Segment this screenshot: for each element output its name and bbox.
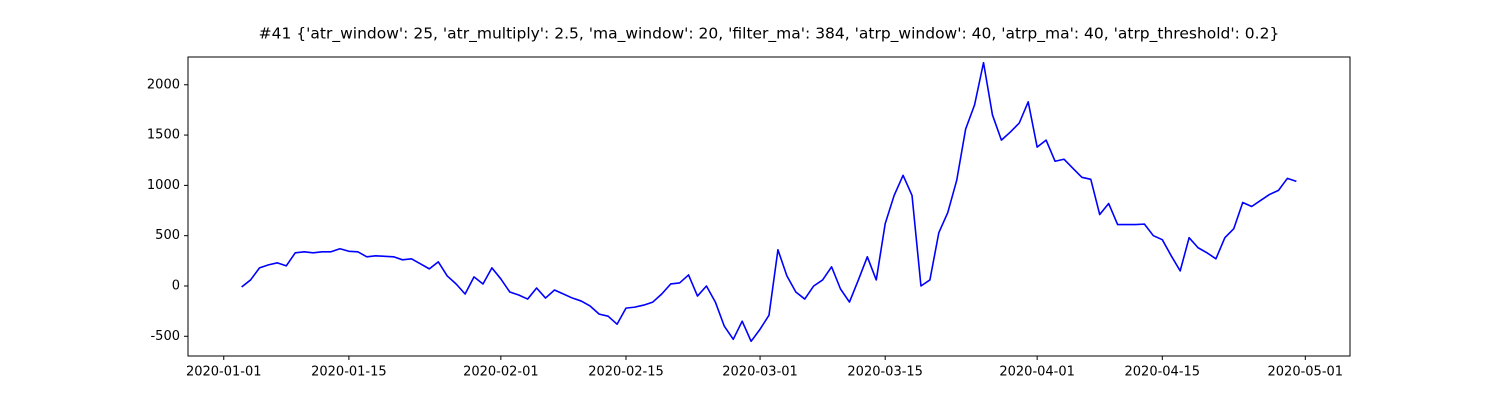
y-tick-label: 2000 [147,77,180,92]
y-tick-label: 1500 [147,128,180,143]
x-tick-label: 2020-03-01 [722,365,798,380]
x-tick-label: 2020-01-15 [311,365,387,380]
y-tick-label: -500 [150,329,180,344]
y-tick-label: 0 [172,278,180,293]
x-tick-label: 2020-02-15 [588,365,664,380]
x-tick-label: 2020-03-15 [847,365,923,380]
x-tick-label: 2020-02-01 [463,365,539,380]
y-tick-label: 500 [155,228,180,243]
x-tick-label: 2020-04-01 [999,365,1075,380]
plot-frame [187,56,1351,357]
x-tick-label: 2020-04-15 [1125,365,1201,380]
x-tick-label: 2020-01-01 [186,365,262,380]
line-series [241,61,1297,343]
chart-title: #41 {'atr_window': 25, 'atr_multiply': 2… [259,25,1280,44]
x-tick-label: 2020-05-01 [1268,365,1344,380]
y-tick-label: 1000 [147,178,180,193]
